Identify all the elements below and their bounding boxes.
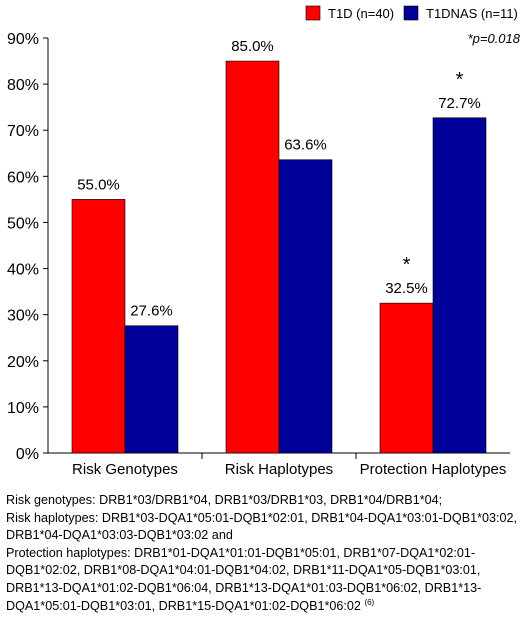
bar-t1dnas bbox=[124, 325, 179, 454]
bar-t1d bbox=[71, 199, 126, 454]
y-tick-label: 90% bbox=[7, 31, 39, 48]
y-tick-label: 80% bbox=[7, 77, 39, 94]
x-category-label: Protection Haplotypes bbox=[360, 461, 507, 478]
y-tick-label: 10% bbox=[7, 400, 39, 417]
y-tick-label: 50% bbox=[7, 215, 39, 232]
legend-swatch bbox=[403, 5, 419, 21]
y-tick-label: 40% bbox=[7, 262, 39, 279]
note-line: DQA1*05:01-DQB1*03:01, DRB1*15-DQA1*01:0… bbox=[6, 598, 526, 616]
note-line: DRB1*13-DQA1*01:02-DQB1*06:04, DRB1*13-D… bbox=[6, 580, 482, 595]
note-text: DQA1*05:01-DQB1*03:01, DRB1*15-DQA1*01:0… bbox=[6, 598, 361, 613]
p-value-annotation: *p=0.018 bbox=[468, 31, 521, 46]
data-label: 55.0% bbox=[77, 176, 120, 193]
legend-swatch bbox=[305, 5, 321, 21]
reference-marker: (6) bbox=[364, 597, 375, 607]
x-category-label: Risk Genotypes bbox=[72, 461, 178, 478]
x-category-label: Risk Haplotypes bbox=[225, 461, 333, 478]
bar-t1dnas bbox=[278, 159, 333, 454]
haplotype-footnote: Risk genotypes: DRB1*03/DRB1*04, DRB1*03… bbox=[6, 492, 526, 615]
data-label: 63.6% bbox=[284, 137, 327, 154]
data-label: 27.6% bbox=[130, 303, 173, 320]
note-line: DRB1*04-DQA1*03:03-DQB1*03:02 and bbox=[6, 528, 233, 543]
legend-label: T1DNAS (n=11) bbox=[426, 6, 518, 21]
note-line: Risk genotypes: DRB1*03/DRB1*04, DRB1*03… bbox=[6, 493, 443, 507]
note-line: Risk haplotypes: DRB1*03-DQA1*05:01-DQB1… bbox=[6, 510, 518, 525]
note-line: DQB1*02:02, DRB1*08-DQA1*04:01-DQB1*04:0… bbox=[6, 563, 481, 578]
significance-star: * bbox=[456, 69, 464, 91]
y-tick-label: 70% bbox=[7, 123, 39, 140]
y-tick-label: 0% bbox=[16, 446, 39, 463]
y-tick-label: 30% bbox=[7, 308, 39, 325]
data-label: 72.7% bbox=[438, 95, 481, 112]
significance-star: * bbox=[403, 254, 411, 276]
y-tick-label: 60% bbox=[7, 169, 39, 186]
data-label: 85.0% bbox=[231, 38, 274, 55]
data-label: 32.5% bbox=[385, 280, 428, 297]
bar-t1d bbox=[225, 60, 280, 454]
legend: T1D (n=40) T1DNAS (n=11) bbox=[305, 5, 518, 21]
axes: 0% 10% 20% 30% 40% 50% 60% 70% 80% 90% Risk Genoty… bbox=[7, 31, 510, 478]
legend-label: T1D (n=40) bbox=[328, 6, 394, 21]
bar-t1d bbox=[379, 302, 434, 454]
bars: 55.0% 27.6% 85.0% 63.6% 32.5% * 72.7% * bbox=[71, 38, 487, 454]
bar-chart: 0% 10% 20% 30% 40% 50% 60% 70% 80% 90% Risk Genoty… bbox=[7, 5, 521, 478]
y-tick-label: 20% bbox=[7, 354, 39, 371]
note-line: Protection haplotypes: DRB1*01-DQA1*01:0… bbox=[6, 545, 476, 560]
bar-t1dnas bbox=[432, 117, 487, 454]
